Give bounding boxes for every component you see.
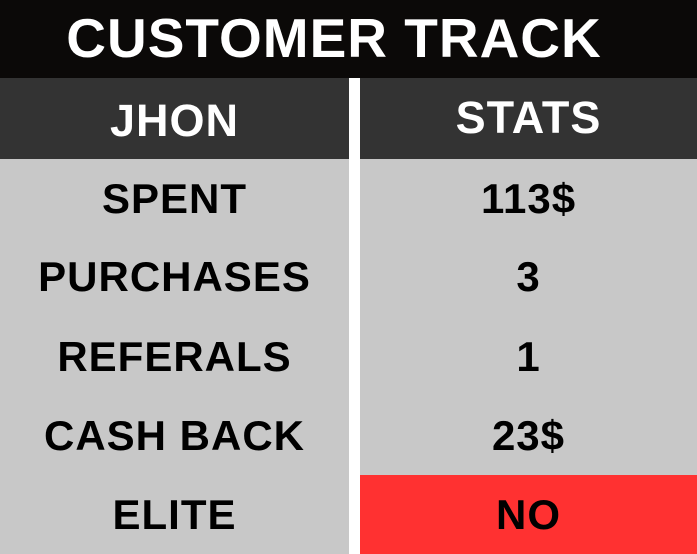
page-title: CUSTOMER TRACK	[66, 7, 602, 69]
stats-column: STATS 113$ 3 1 23$ NO	[360, 78, 697, 554]
stat-labels: SPENT PURCHASES REFERALS CASH BACK ELITE	[0, 159, 349, 554]
label-purchases: PURCHASES	[38, 253, 311, 300]
stats-header: STATS	[360, 78, 697, 159]
label-cash-back: CASH BACK	[44, 412, 305, 459]
value-purchases: 3	[516, 253, 541, 300]
title-bar: CUSTOMER TRACK	[0, 0, 697, 78]
value-referals: 1	[516, 333, 541, 380]
value-elite-status-badge: NO	[360, 475, 697, 554]
label-referals: REFERALS	[57, 333, 292, 380]
value-spent: 113$	[480, 175, 577, 222]
stat-values: 113$ 3 1 23$ NO	[360, 159, 697, 554]
column-divider	[349, 78, 360, 554]
customer-name-header: JHON	[0, 78, 349, 159]
label-spent: SPENT	[101, 175, 248, 222]
value-cash-back: 23$	[491, 412, 566, 459]
customer-column: JHON SPENT PURCHASES REFERALS CASH BACK …	[0, 78, 349, 554]
label-elite: ELITE	[112, 490, 237, 538]
